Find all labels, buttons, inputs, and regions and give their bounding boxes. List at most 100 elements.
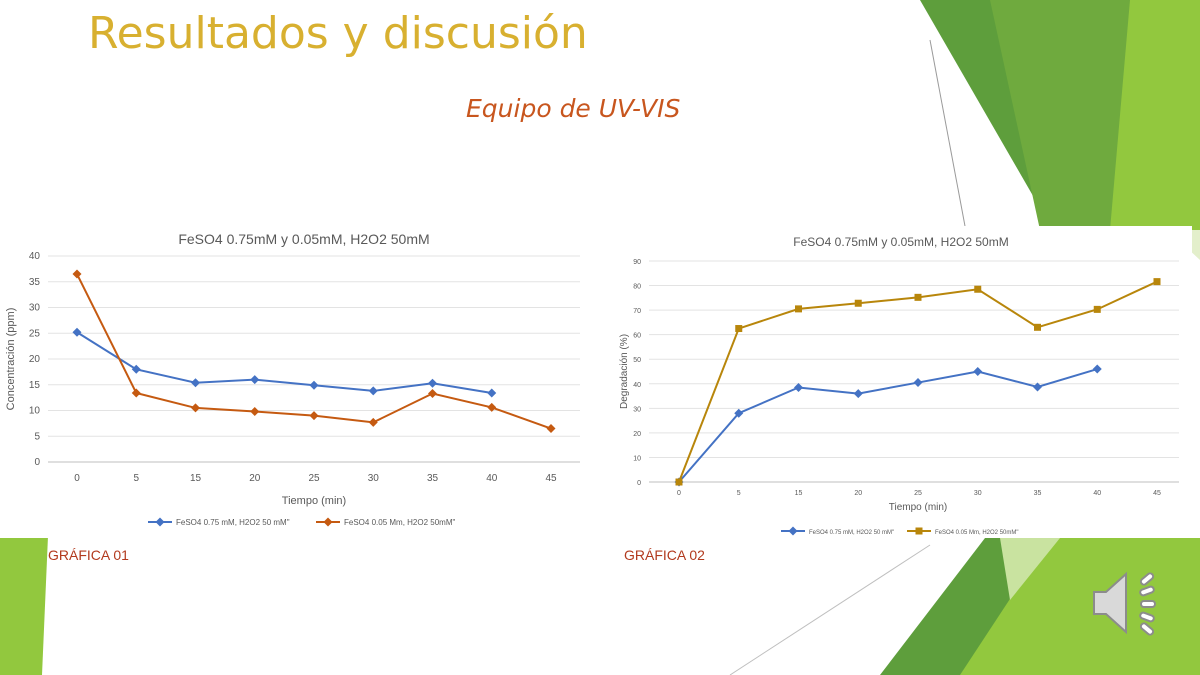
chart-1-title: FeSO4 0.75mM y 0.05mM, H2O2 50mM (178, 231, 429, 247)
chart-2-series-1-point (1092, 364, 1102, 374)
chart-1-series-2-line (76, 273, 552, 430)
chart-2-series-1-point (794, 382, 803, 392)
chart-2-series-2-point (1034, 323, 1041, 331)
slide-title: Resultados y discusión (88, 8, 588, 59)
deco-triangle-mid (990, 0, 1130, 230)
chart-1-y-tick-label: 30 (29, 303, 41, 314)
chart-1-series-1-point (309, 380, 319, 390)
chart-2-x-tick-label: 20 (854, 490, 862, 497)
chart-1-series-2-point (487, 402, 497, 412)
chart-2-series-2-point (1153, 278, 1161, 286)
chart-2-x-tick-label: 30 (974, 490, 982, 497)
chart-1-x-axis-label: Tiempo (min) (282, 495, 346, 507)
chart-1-legend-label-1: FeSO4 0.75 mM, H2O2 50 mM" (176, 518, 290, 527)
deco-bottom-bright (960, 538, 1200, 675)
chart-2-series-2-point (735, 325, 743, 333)
chart-2-x-tick-label: 40 (1093, 490, 1101, 497)
deco-left-strip (0, 536, 48, 675)
chart-1-series-1-point (368, 386, 378, 396)
chart-2-series-2-point (795, 305, 802, 313)
chart-1-y-tick-label: 10 (29, 406, 41, 417)
chart-1-x-tick-label: 5 (133, 473, 139, 484)
chart-2-y-tick-label: 90 (633, 259, 641, 266)
chart-2-series-2-point (974, 285, 982, 293)
deco-line-top (929, 39, 966, 227)
chart-2: FeSO4 0.75mM y 0.05mM, H2O2 50mM 0 10 20 30 4… (619, 235, 1179, 536)
chart-1-series-1-line (76, 331, 492, 394)
chart-2-legend-label-2: FeSO4 0.05 Mm, H2O2 50mM" (935, 530, 1019, 536)
chart-1-caption: GRÁFICA 01 (48, 547, 129, 563)
chart-2-x-tick-label: 15 (795, 490, 803, 497)
chart-2-series-2-point (914, 293, 922, 301)
chart-2-x-tick-label: 25 (914, 490, 922, 497)
chart-1-x-tick-label: 45 (545, 473, 557, 484)
chart-1-series-2-point (250, 407, 260, 417)
chart-2-y-tick-label: 20 (633, 431, 641, 438)
chart-1-legend-marker-2 (323, 517, 333, 527)
chart-1-x-tick-label: 25 (308, 473, 320, 484)
chart-1-series-2-point (309, 411, 319, 421)
chart-2-series-1-point (734, 408, 744, 418)
chart-1-y-tick-label: 25 (29, 328, 41, 339)
chart-1-series-1-point (131, 364, 141, 374)
chart-2-x-tick-label: 45 (1153, 490, 1161, 497)
chart-1-series-1-point (250, 375, 260, 385)
chart-1-series-2-point (368, 417, 378, 427)
speaker-icon[interactable] (1088, 566, 1168, 640)
chart-2-x-tick-label: 35 (1034, 490, 1042, 497)
chart-2-x-axis-label: Tiempo (min) (889, 502, 948, 513)
chart-2-container: FeSO4 0.75mM y 0.05mM, H2O2 50mM 0 10 20 30 4… (611, 226, 1192, 538)
chart-2-y-tick-label: 40 (633, 382, 641, 389)
chart-2-y-tick-label: 80 (633, 284, 641, 291)
chart-1-x-tick-label: 35 (427, 473, 439, 484)
chart-1-series-2-point (191, 403, 200, 413)
slide-subtitle: Equipo de UV-VIS (466, 94, 681, 123)
chart-2-y-tick-label: 10 (633, 455, 641, 462)
chart-2-caption: GRÁFICA 02 (624, 547, 705, 563)
chart-2-y-tick-label: 50 (633, 357, 641, 364)
chart-2-x-tick-label: 0 (677, 490, 681, 497)
chart-2-series-2-point (675, 478, 683, 486)
chart-1-legend-marker-1 (155, 517, 165, 527)
deco-line-bottom (729, 544, 931, 675)
chart-1-series-1-point (72, 327, 82, 337)
chart-1-container: FeSO4 0.75mM y 0.05mM, H2O2 50mM 0 5 10 15 20… (0, 222, 600, 538)
chart-2-legend-marker-2 (915, 527, 923, 535)
chart-1-series-1-point (191, 378, 200, 388)
chart-1-y-tick-label: 0 (34, 457, 40, 468)
chart-1-x-tick-label: 30 (368, 473, 380, 484)
chart-2-y-tick-label: 0 (637, 480, 641, 487)
chart-2-series-2-point (854, 299, 862, 307)
chart-1-x-tick-label: 20 (249, 473, 261, 484)
chart-1-series-2-point (428, 389, 437, 399)
chart-1-legend-label-2: FeSO4 0.05 Mm, H2O2 50mM" (344, 518, 455, 527)
chart-1-series-2-point (72, 269, 82, 279)
chart-1-series-1-point (428, 378, 437, 388)
chart-1-x-tick-label: 15 (190, 473, 202, 484)
chart-2-legend-marker-1 (788, 526, 798, 536)
chart-2-y-tick-label: 70 (633, 308, 641, 315)
chart-1-y-tick-label: 5 (34, 431, 40, 442)
chart-1-x-tick-label: 40 (486, 473, 498, 484)
chart-2-y-axis-label: Degradación (%) (619, 334, 630, 409)
deco-bottom-pale (1000, 538, 1060, 600)
chart-1-y-tick-label: 15 (29, 380, 41, 391)
chart-1-y-tick-label: 20 (29, 354, 41, 365)
chart-2-series-1-line (678, 368, 1098, 483)
chart-2-title: FeSO4 0.75mM y 0.05mM, H2O2 50mM (793, 235, 1008, 249)
chart-2-series-1-point (1033, 382, 1042, 392)
chart-1: FeSO4 0.75mM y 0.05mM, H2O2 50mM 0 5 10 15 20… (5, 231, 580, 527)
chart-2-x-tick-label: 5 (737, 490, 741, 497)
chart-1-series-2-point (131, 388, 141, 398)
chart-1-x-tick-label: 0 (74, 473, 80, 484)
chart-2-series-2-point (1093, 305, 1101, 313)
chart-2-y-tick-label: 60 (633, 333, 641, 340)
chart-2-legend-label-1: FeSO4 0.75 mM, H2O2 50 mM" (809, 530, 894, 536)
chart-1-series-1-point (487, 388, 497, 398)
chart-1-y-tick-label: 35 (29, 277, 41, 288)
speaker-icon-graphic (1093, 571, 1156, 636)
chart-2-y-tick-label: 30 (633, 406, 641, 413)
chart-1-y-tick-label: 40 (29, 251, 41, 262)
chart-2-series-1-point (853, 389, 863, 399)
